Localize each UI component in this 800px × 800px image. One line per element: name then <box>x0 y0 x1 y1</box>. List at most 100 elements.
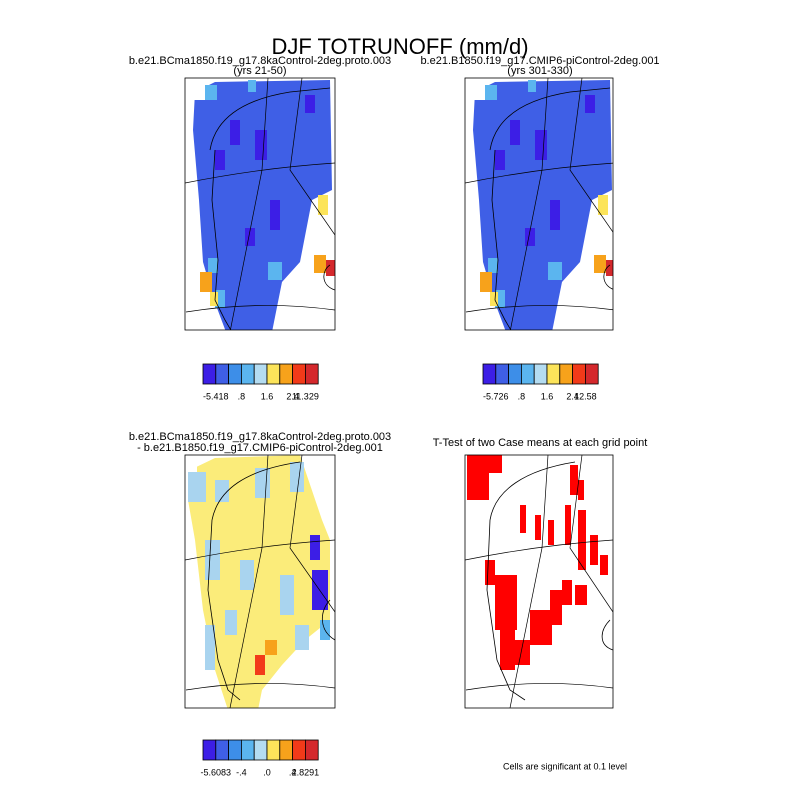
grid-cell <box>570 465 578 495</box>
map-frame <box>464 77 614 331</box>
grid-cell <box>225 610 237 635</box>
graticule <box>465 455 613 708</box>
grid-cell <box>205 540 220 580</box>
grid-cell <box>565 505 571 545</box>
grid-cell <box>575 585 587 605</box>
grid-cell <box>188 472 206 502</box>
grid-cell <box>188 455 330 708</box>
grid-cell <box>535 515 541 540</box>
colorbar-label: 2.8291 <box>292 767 320 777</box>
colorbar-label: 1.6 <box>261 391 274 401</box>
map-frame <box>184 77 336 331</box>
grid-cell <box>548 520 554 545</box>
graticule <box>185 455 335 708</box>
coastline <box>486 461 613 701</box>
figure-title: DJF TOTRUNOFF (mm/d) <box>271 34 528 59</box>
colorbar-box <box>508 363 522 385</box>
colorbar-box <box>533 363 548 385</box>
colorbar-box <box>266 363 281 385</box>
grid-cell <box>255 468 270 498</box>
map-frame <box>184 454 336 709</box>
panel-title: b.e21.BCma1850.f19_g17.8kaControl-2deg.p… <box>129 431 391 443</box>
map-frame <box>464 454 614 709</box>
colorbar-box <box>304 363 319 385</box>
colorbar-box <box>279 363 293 385</box>
colorbar-box <box>304 739 319 761</box>
colorbar-box <box>215 363 230 385</box>
colorbar-label: -.4 <box>236 767 247 777</box>
grid-cell <box>550 590 562 625</box>
grid-cell <box>578 480 584 500</box>
coastline <box>207 461 335 701</box>
map <box>465 78 613 330</box>
panel: b.e21.B1850.f19_g17.CMIP6-piControl-2deg… <box>420 55 660 331</box>
grid-cell <box>562 580 572 605</box>
panel: T-Test of two Case means at each grid po… <box>433 437 648 709</box>
grid-cell <box>185 78 335 330</box>
colorbar-label: .0 <box>263 767 271 777</box>
colorbar-box <box>585 363 599 385</box>
colorbar-box <box>521 363 535 385</box>
panel-subtitle: (yrs 21-50) <box>233 65 286 77</box>
colorbar-label: .4 <box>289 767 297 777</box>
grid-cell <box>485 560 495 585</box>
colorbar-box <box>228 739 242 761</box>
grid-cell <box>467 470 489 500</box>
colorbar-box <box>228 363 242 385</box>
grid-cell <box>465 78 613 330</box>
colorbar-box <box>215 739 230 761</box>
grid-cell <box>495 575 517 630</box>
colorbar-label: 12.58 <box>574 391 597 401</box>
colorbar-label: 2.4 <box>286 391 299 401</box>
map <box>465 455 613 708</box>
grid-cell <box>205 625 215 670</box>
panel-subtitle: (yrs 301-330) <box>507 65 572 77</box>
colorbar-box <box>482 363 497 385</box>
colorbar-label: 11.329 <box>292 391 319 401</box>
grid-cell <box>515 640 530 665</box>
grid-cell <box>215 480 229 502</box>
grid-cell <box>255 655 265 675</box>
panel: b.e21.BCma1850.f19_g17.8kaControl-2deg.p… <box>129 431 391 709</box>
colorbars: -5.418.8 1.6 2.411.329 -5.726.8 1.6 2.412.58-… <box>201 363 599 777</box>
colorbar-label: -5.726 <box>483 391 509 401</box>
grid-cell <box>500 630 515 670</box>
grid-cell <box>295 625 309 650</box>
colorbar-box <box>572 363 586 385</box>
colorbar-box <box>279 739 293 761</box>
colorbar-label: -5.418 <box>203 391 229 401</box>
footnote: Cells are significant at 0.1 level <box>503 761 627 771</box>
colorbar-box <box>559 363 573 385</box>
colorbar-box <box>495 363 509 385</box>
grid-cell <box>530 610 552 645</box>
panel-title: T-Test of two Case means at each grid po… <box>433 437 648 449</box>
colorbar-box <box>253 739 268 761</box>
panel: b.e21.BCma1850.f19_g17.8kaControl-2deg.p… <box>129 55 391 331</box>
colorbar-label: 1.6 <box>541 391 554 401</box>
grid-cell <box>590 535 598 565</box>
colorbar-box <box>240 739 255 761</box>
grid-cell <box>312 570 328 610</box>
map <box>185 455 335 708</box>
grid-cell <box>578 510 586 570</box>
grid-cell <box>467 455 502 473</box>
map <box>185 78 335 330</box>
panel-subtitle: - b.e21.B1850.f19_g17.CMIP6-piControl-2d… <box>137 442 383 454</box>
colorbar-label: 2.4 <box>566 391 579 401</box>
colorbar-box <box>266 739 281 761</box>
panel-title: b.e21.BCma1850.f19_g17.8kaControl-2deg.p… <box>129 55 391 67</box>
colorbar-box <box>292 739 306 761</box>
grid-cell <box>280 575 294 615</box>
colorbar-box <box>240 363 255 385</box>
colorbar-label: -5.6083 <box>201 767 232 777</box>
panel-title: b.e21.B1850.f19_g17.CMIP6-piControl-2deg… <box>420 55 659 67</box>
colorbar-box <box>292 363 306 385</box>
colorbar-label: .8 <box>238 391 246 401</box>
colorbar-box <box>202 363 217 385</box>
grid-cell <box>240 560 254 590</box>
grid-cell <box>600 555 608 575</box>
grid-cell <box>290 462 304 492</box>
colorbar-box <box>253 363 268 385</box>
grid-cell <box>265 640 277 655</box>
